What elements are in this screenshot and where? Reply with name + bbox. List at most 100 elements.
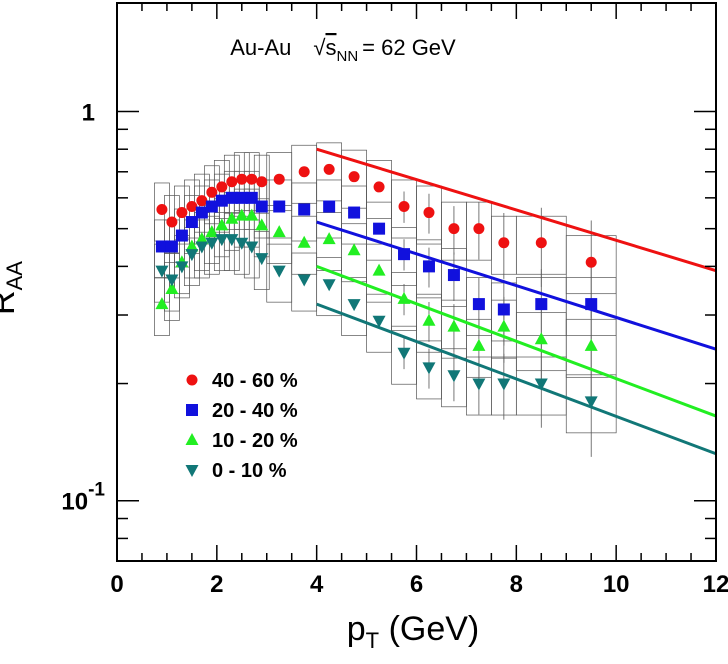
y-axis-main: R	[0, 290, 22, 315]
x-tick-label: 4	[310, 571, 324, 598]
data-point	[397, 347, 411, 360]
data-point	[397, 291, 411, 304]
data-point	[322, 279, 336, 292]
data-point	[373, 181, 385, 193]
data-point	[246, 173, 258, 185]
data-point	[323, 200, 336, 213]
data-point	[186, 201, 198, 213]
legend-label: 10 - 20 %	[212, 430, 298, 452]
collision-annotation: Au-Au √sNN = 62 GeV	[230, 35, 456, 65]
theory-curve	[316, 220, 717, 351]
data-point	[497, 303, 510, 316]
data-point	[216, 181, 228, 193]
data-point	[245, 208, 259, 221]
theory-curve	[316, 264, 717, 418]
legend: 40 - 60 % 20 - 40 % 10 - 20 % 0 - 10 %	[185, 370, 298, 482]
data-point	[298, 166, 310, 178]
systematic-box	[164, 252, 180, 312]
data-point	[473, 223, 485, 235]
data-point	[423, 207, 435, 219]
data-point	[195, 206, 208, 219]
data-point	[347, 243, 361, 256]
data-point	[225, 211, 239, 224]
data-point	[585, 298, 598, 311]
data-point	[347, 299, 361, 312]
legend-label: 0 - 10 %	[212, 460, 287, 482]
y-axis-title: RAA	[0, 261, 27, 315]
data-point	[236, 173, 248, 185]
data-point	[447, 370, 461, 383]
data-point	[235, 208, 249, 221]
energy-subscript: NN	[336, 48, 358, 65]
data-point	[175, 261, 189, 274]
data-point	[498, 237, 510, 249]
data-point	[185, 249, 199, 262]
y-axis-sub: AA	[2, 261, 27, 291]
x-tick-label: 12	[703, 571, 728, 598]
data-point	[195, 241, 209, 254]
x-axis-unit: (GeV)	[379, 610, 479, 648]
data-point	[255, 218, 269, 231]
data-point	[585, 256, 597, 268]
data-point	[584, 338, 598, 351]
data-point	[215, 234, 229, 247]
data-point	[447, 319, 461, 332]
data-point	[422, 260, 435, 273]
data-point	[273, 173, 285, 185]
data-point	[235, 237, 249, 250]
data-point	[225, 234, 239, 247]
legend-label: 20 - 40 %	[212, 400, 298, 422]
data-point	[205, 237, 219, 250]
data-point	[196, 195, 208, 207]
data-point	[245, 191, 258, 204]
data-point	[215, 194, 228, 207]
data-point	[348, 206, 361, 219]
data-point	[447, 269, 460, 282]
data-point	[235, 191, 248, 204]
data-point	[534, 378, 548, 391]
data-point	[348, 171, 360, 183]
data-point	[372, 315, 386, 328]
y-tick-label: 1	[82, 99, 95, 126]
data-point	[584, 396, 598, 409]
data-point	[176, 207, 188, 219]
data-point	[322, 232, 336, 245]
theory-curve	[316, 302, 717, 456]
legend-label: 40 - 60 %	[212, 370, 298, 392]
data-point	[165, 274, 179, 287]
legend-marker	[186, 404, 198, 416]
data-point	[155, 265, 169, 278]
data-point	[297, 235, 311, 248]
x-axis-title: pT (GeV)	[347, 610, 480, 653]
data-point	[535, 298, 548, 311]
data-point	[272, 225, 286, 238]
data-point	[272, 265, 286, 278]
data-point	[497, 378, 511, 391]
data-point	[373, 222, 386, 235]
data-point	[185, 216, 198, 229]
data-point	[165, 281, 179, 294]
x-tick-label: 8	[510, 571, 523, 598]
data-point	[175, 229, 188, 242]
data-point	[165, 240, 178, 253]
data-point	[226, 176, 238, 188]
data-point	[497, 319, 511, 332]
data-point	[398, 201, 410, 213]
data-point	[156, 204, 168, 216]
theory-curve	[316, 147, 717, 273]
theory-curves	[316, 147, 717, 456]
data-point	[205, 200, 218, 213]
data-point	[472, 338, 486, 351]
data-point	[195, 232, 209, 245]
data-point	[225, 191, 238, 204]
data-markers	[155, 163, 598, 409]
system-label: Au-Au	[230, 35, 291, 60]
data-point	[166, 216, 178, 228]
legend-marker	[185, 465, 199, 477]
data-point	[155, 297, 169, 310]
y-tick-label: 10-1	[61, 480, 105, 516]
legend-marker	[185, 433, 199, 445]
data-point	[273, 200, 286, 213]
data-point	[255, 200, 268, 213]
